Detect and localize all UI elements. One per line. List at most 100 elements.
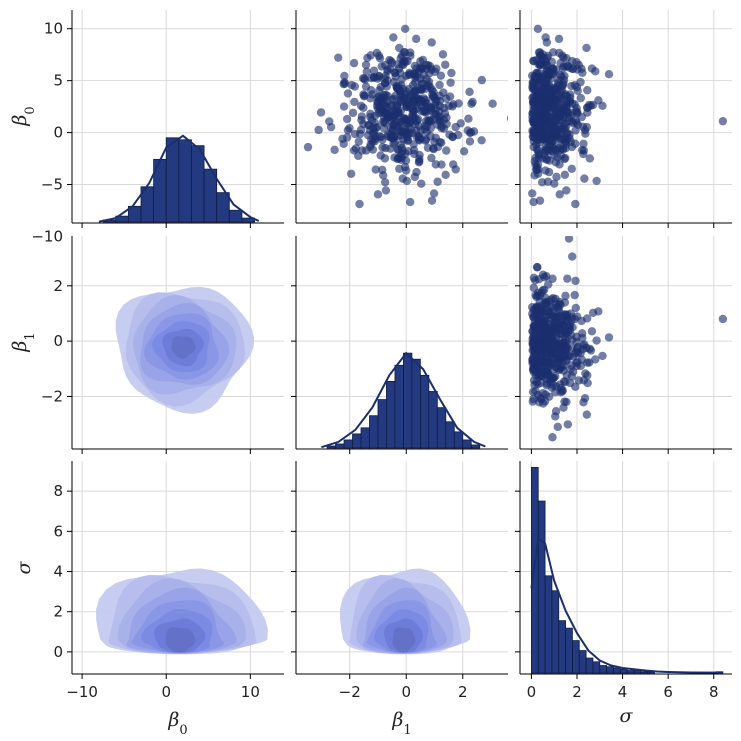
scatter-point	[465, 137, 475, 146]
scatter-point	[533, 24, 543, 34]
scatter-point	[356, 125, 366, 135]
scatter-point	[551, 313, 561, 322]
scatter-point	[330, 145, 339, 155]
scatter-point	[543, 177, 553, 186]
scatter-point	[573, 86, 582, 95]
scatter-point	[358, 74, 368, 83]
scatter-point	[368, 137, 378, 146]
hist-bar	[335, 443, 345, 449]
scatter-point	[579, 376, 588, 385]
scatter-point	[342, 114, 352, 124]
scatter-point	[567, 81, 576, 91]
scatter-point	[488, 99, 497, 108]
scatter-point	[583, 358, 592, 367]
scatter-point	[387, 101, 396, 110]
scatter-point	[542, 379, 551, 388]
kde-contour	[171, 336, 196, 359]
y-axis-label-sigma: σ	[13, 560, 35, 574]
scatter-point	[531, 371, 541, 380]
scatter-point	[577, 316, 586, 326]
scatter-point	[546, 295, 556, 304]
scatter-point	[390, 153, 399, 162]
scatter-point	[534, 106, 544, 115]
scatter-point	[542, 60, 552, 70]
scatter-point	[567, 316, 576, 325]
x-tick-label: 10	[241, 683, 260, 701]
panel-b1-vs-b1	[291, 236, 508, 454]
scatter-point	[529, 338, 538, 348]
scatter-point	[416, 57, 425, 66]
scatter-point	[571, 116, 581, 125]
scatter-point	[544, 167, 554, 177]
scatter-point	[578, 122, 588, 131]
scatter-point	[376, 132, 386, 142]
scatter-point	[563, 420, 573, 429]
x-axis-label-beta1: β1	[391, 709, 411, 738]
scatter-point	[580, 394, 590, 403]
hist-bar	[558, 620, 566, 674]
scatter-point	[431, 160, 440, 169]
scatter-point	[435, 107, 444, 116]
x-tick-label: 4	[618, 683, 628, 701]
scatter-point	[437, 138, 446, 147]
scatter-point	[561, 138, 571, 147]
scatter-point	[477, 75, 487, 85]
scatter-point	[563, 98, 572, 108]
scatter-point	[375, 95, 384, 104]
scatter-point	[585, 154, 595, 163]
scatter-point	[346, 169, 356, 178]
scatter-point	[540, 285, 549, 295]
hist-bar	[551, 590, 560, 674]
y-axis-label-beta1: β1	[9, 332, 38, 352]
scatter-point	[340, 71, 349, 81]
scatter-point	[548, 274, 557, 283]
scatter-point	[451, 122, 460, 132]
kde-line	[530, 536, 723, 674]
scatter-point	[535, 196, 545, 205]
panel-sg-vs-b1	[291, 461, 508, 679]
hist-bar	[411, 358, 421, 449]
y-tick-label: 5	[53, 72, 63, 90]
scatter-point	[577, 64, 586, 73]
hist-bar	[343, 439, 353, 449]
hist-bar	[613, 667, 621, 674]
scatter-point	[546, 101, 556, 111]
scatter-point	[553, 422, 563, 432]
scatter-point	[550, 84, 560, 93]
scatter-point	[354, 137, 363, 146]
y-tick-label: 0	[53, 643, 63, 661]
scatter-point	[544, 392, 554, 401]
scatter-point	[426, 131, 435, 141]
scatter-point	[386, 144, 395, 153]
scatter-point	[582, 410, 592, 419]
scatter-point	[568, 252, 577, 261]
scatter-point	[380, 178, 390, 187]
hist-bar	[326, 445, 336, 449]
scatter-point	[588, 100, 598, 110]
scatter-point	[540, 109, 550, 118]
kde-line	[321, 351, 486, 449]
scatter-point	[411, 34, 421, 44]
y-tick-label: 6	[53, 522, 63, 540]
scatter-point	[350, 129, 360, 139]
scatter-point	[389, 33, 398, 42]
scatter-point	[399, 48, 409, 57]
scatter-point	[373, 190, 383, 199]
scatter-point	[544, 84, 553, 94]
hist-bar	[394, 364, 404, 449]
scatter-point	[557, 106, 566, 116]
scatter-point	[553, 138, 563, 147]
scatter-point	[604, 70, 614, 79]
scatter-point	[568, 367, 578, 376]
scatter-point	[570, 139, 580, 148]
scatter-point	[459, 147, 469, 156]
hist-bar	[360, 427, 370, 449]
scatter-point	[398, 174, 407, 183]
scatter-point	[395, 164, 404, 173]
scatter-point	[571, 276, 580, 286]
y-tick-label: 8	[53, 482, 63, 500]
x-tick-label: 0	[527, 683, 537, 701]
scatter-point	[395, 86, 405, 95]
scatter-point	[576, 93, 586, 103]
scatter-point	[362, 67, 371, 76]
